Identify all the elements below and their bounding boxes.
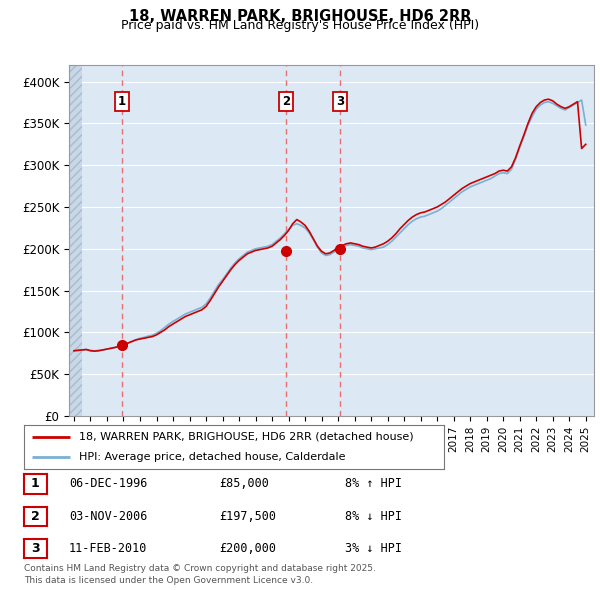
Text: £200,000: £200,000 [219,542,276,555]
Text: 18, WARREN PARK, BRIGHOUSE, HD6 2RR (detached house): 18, WARREN PARK, BRIGHOUSE, HD6 2RR (det… [79,432,413,442]
Text: 8% ↑ HPI: 8% ↑ HPI [345,477,402,490]
Text: 03-NOV-2006: 03-NOV-2006 [69,510,148,523]
Text: Contains HM Land Registry data © Crown copyright and database right 2025.
This d: Contains HM Land Registry data © Crown c… [24,565,376,585]
Text: 2: 2 [31,510,40,523]
Text: £85,000: £85,000 [219,477,269,490]
Text: 1: 1 [118,95,126,108]
Text: £197,500: £197,500 [219,510,276,523]
Text: 3% ↓ HPI: 3% ↓ HPI [345,542,402,555]
Text: 11-FEB-2010: 11-FEB-2010 [69,542,148,555]
Text: 2: 2 [282,95,290,108]
Text: 06-DEC-1996: 06-DEC-1996 [69,477,148,490]
Text: Price paid vs. HM Land Registry's House Price Index (HPI): Price paid vs. HM Land Registry's House … [121,19,479,32]
Text: 8% ↓ HPI: 8% ↓ HPI [345,510,402,523]
Text: 3: 3 [336,95,344,108]
Text: 3: 3 [31,542,40,555]
Text: 1: 1 [31,477,40,490]
Bar [69,40,82,416]
Text: 18, WARREN PARK, BRIGHOUSE, HD6 2RR: 18, WARREN PARK, BRIGHOUSE, HD6 2RR [129,9,471,24]
Text: HPI: Average price, detached house, Calderdale: HPI: Average price, detached house, Cald… [79,452,345,462]
